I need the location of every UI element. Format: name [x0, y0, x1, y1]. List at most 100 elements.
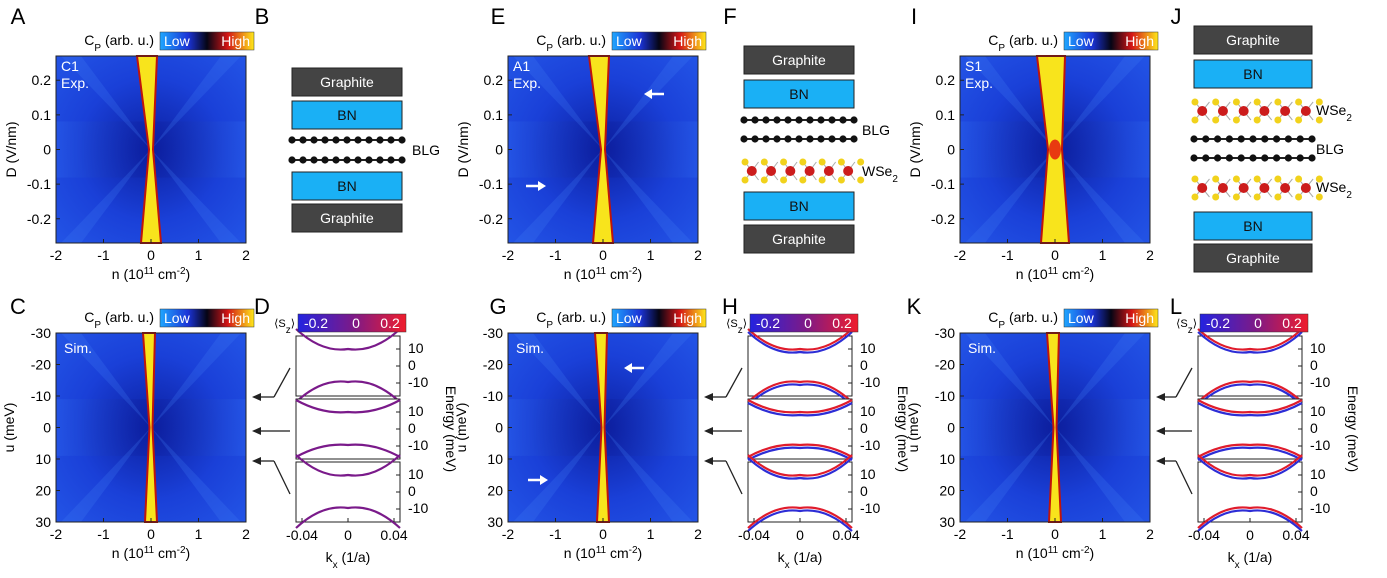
se-atom: [1274, 116, 1282, 124]
pointer-line: [725, 460, 743, 495]
band-curve: [747, 331, 853, 354]
energy-tick-label: 0: [860, 420, 868, 436]
chain-atom: [1284, 135, 1292, 143]
chain-atom: [762, 135, 770, 143]
chain-atom: [773, 116, 781, 124]
cp-low-label: Low: [616, 310, 643, 326]
y-tick-label: 0.1: [32, 107, 52, 123]
y-tick-label: -30: [483, 325, 503, 341]
stack-layer-label: BN: [1243, 218, 1262, 234]
xlabel-unit: cm: [606, 545, 629, 561]
chain-atom: [288, 136, 296, 144]
xlabel-main: n (10: [1016, 545, 1048, 561]
chain-atom: [828, 116, 836, 124]
sz-colorbar-tick: 0.2: [832, 315, 852, 331]
sz-colorbar: ⟨Sz⟩ -0.2 0 0.2: [1176, 313, 1309, 336]
x-tick-label: 1: [1099, 526, 1107, 542]
y-tick-label: -10: [935, 388, 955, 404]
w-atom: [746, 166, 757, 176]
se-atom: [1315, 193, 1323, 201]
band-curve: [747, 443, 853, 458]
panel-letter-d: D: [254, 294, 270, 319]
map-fringe: [513, 427, 603, 522]
kx-axis-label: kx (1/a): [778, 549, 823, 571]
x-axis-label: n (1011 cm-2): [1016, 266, 1094, 283]
panel-letter-e: E: [491, 4, 506, 29]
energy-axis-label: Energy (meV): [443, 386, 459, 472]
y-tick-label: 0: [495, 420, 503, 436]
cp-colorbar-label: CP (arb. u.): [988, 32, 1058, 54]
kx-tick-label: 0: [344, 527, 352, 543]
energy-tick-label: -10: [860, 500, 880, 516]
band-curve: [1197, 506, 1303, 529]
band-curve: [1197, 383, 1303, 406]
xlabel-unit: cm: [154, 545, 177, 561]
se-atom: [1253, 116, 1261, 124]
wse2-text: WSe: [862, 163, 893, 179]
chain-atom: [1225, 154, 1233, 162]
cp-colorbar-gradient: [1063, 308, 1159, 328]
kx-tick-label: -0.04: [286, 527, 318, 543]
pointer-head: [252, 427, 261, 435]
y-tick-label: -30: [31, 325, 51, 341]
chain-atom: [1308, 135, 1316, 143]
cp-low-label: Low: [1068, 310, 1095, 326]
y-tick-label: 10: [35, 451, 51, 467]
y-tick-label: -0.1: [931, 176, 955, 192]
w-atom: [1300, 183, 1311, 193]
se-atom: [1232, 193, 1240, 201]
energy-tick-label: 0: [860, 357, 868, 373]
kx-tick-label: 0: [796, 527, 804, 543]
y-tick-label: -30: [935, 325, 955, 341]
chain-atom: [1261, 135, 1269, 143]
y-tick-label: 30: [939, 514, 955, 530]
x-tick-label: -1: [1001, 526, 1014, 542]
kx-tick-label: 0: [1246, 527, 1254, 543]
xlabel-sup: 11: [1048, 266, 1059, 277]
cp-low-label: Low: [616, 33, 643, 49]
kx-label-sub: x: [333, 560, 338, 571]
sz-label-sub: z: [286, 325, 291, 336]
chain-atom: [1284, 154, 1292, 162]
chain-atom: [839, 135, 847, 143]
stack-layer-graphite: [1193, 243, 1313, 273]
se-atom: [1253, 175, 1261, 183]
cp-colorbar: CP (arb. u.) Low High: [988, 308, 1159, 331]
map-fringe: [61, 333, 151, 428]
band-curve: [747, 446, 853, 461]
se-atom: [1191, 98, 1199, 106]
sz-colorbar-tick: -0.2: [1206, 315, 1230, 331]
band-curve: [747, 328, 853, 351]
y-tick-label: -20: [31, 357, 51, 373]
cp-colorbar-label: CP (arb. u.): [988, 309, 1058, 331]
se-atom: [1274, 193, 1282, 201]
energy-tick-label: 10: [408, 403, 424, 419]
x-axis-label: n (1011 cm-2): [1016, 545, 1094, 562]
sample-tag: A1: [513, 58, 530, 74]
x-tick-label: 2: [694, 247, 702, 263]
band-curve: [295, 454, 401, 477]
chain-atom: [784, 135, 792, 143]
map-fringe: [965, 56, 1055, 150]
se-atom: [741, 158, 749, 166]
w-atom: [1238, 106, 1249, 116]
se-atom: [818, 176, 826, 184]
se-atom: [1212, 98, 1220, 106]
band-curve: [747, 399, 853, 414]
white-arrow: [526, 181, 546, 191]
y-tick-label: -0.2: [27, 211, 51, 227]
chain-atom: [365, 156, 373, 164]
exp-tag: Exp.: [513, 75, 541, 91]
map-fringe: [513, 333, 603, 428]
se-atom: [1191, 193, 1199, 201]
chain-atom: [1273, 135, 1281, 143]
map-fringe: [965, 149, 1055, 243]
map-fringe: [603, 427, 693, 522]
w-atom: [1280, 106, 1291, 116]
kx-axis-label: kx (1/a): [326, 549, 371, 571]
y-tick-label: -10: [483, 388, 503, 404]
band-curve: [747, 380, 853, 403]
cp-label-unit: (arb. u.): [553, 32, 606, 48]
xlabel-close: ): [1090, 266, 1095, 282]
